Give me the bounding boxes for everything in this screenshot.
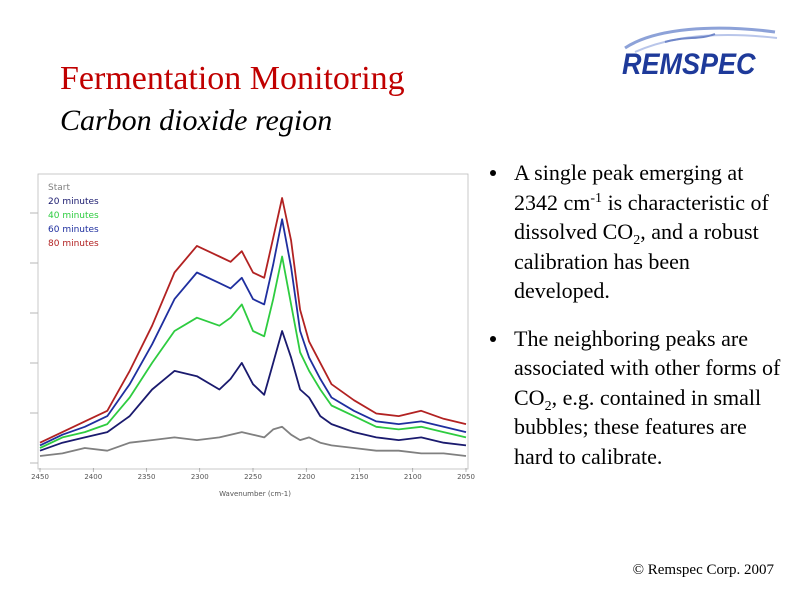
bullet-list: A single peak emerging at 2342 cm-1 is c… <box>485 158 785 489</box>
series-line-3 <box>39 218 467 447</box>
series-line-1 <box>39 330 467 452</box>
x-tick-label: 2300 <box>191 473 209 481</box>
series-line-4 <box>39 197 467 444</box>
legend-entry-1: 20 minutes <box>48 197 99 207</box>
legend-entry-3: 60 minutes <box>48 225 99 235</box>
series-line-2 <box>39 255 467 449</box>
x-tick-label: 2150 <box>351 473 369 481</box>
x-axis-ticks: 2450 2400 2350 2300 2250 2200 2150 2100 2050 <box>31 468 475 481</box>
x-tick-label: 2050 <box>457 473 475 481</box>
series-line-0 <box>39 425 467 457</box>
bullet-dot-icon <box>490 335 496 342</box>
plot-frame <box>37 173 469 470</box>
x-tick-label: 2200 <box>297 473 315 481</box>
slide-title: Fermentation Monitoring <box>60 60 405 97</box>
bullet-dot-icon <box>490 170 496 176</box>
legend-entry-0: Start <box>48 183 70 193</box>
x-tick-label: 2100 <box>404 473 422 481</box>
x-tick-label: 2450 <box>31 473 49 481</box>
x-tick-label: 2350 <box>138 473 156 481</box>
legend-entry-4: 80 minutes <box>48 239 99 249</box>
y-axis-ticks <box>30 212 38 464</box>
chart-legend: Start 20 minutes 40 minutes 60 minutes 80 mi… <box>48 183 99 249</box>
series-layer <box>39 197 467 457</box>
bullet-item: The neighboring peaks are associated wit… <box>485 324 785 472</box>
copyright-notice: © Remspec Corp. 2007 <box>632 562 774 578</box>
bullet-text: A single peak emerging at 2342 cm-1 is c… <box>514 160 769 303</box>
slide-subtitle: Carbon dioxide region <box>60 104 333 137</box>
bullet-item: A single peak emerging at 2342 cm-1 is c… <box>485 158 785 306</box>
logo-swoosh-icon <box>624 26 778 53</box>
logo-text: REMSPEC <box>622 48 756 81</box>
bullet-text: The neighboring peaks are associated wit… <box>514 325 781 469</box>
co2-spectrum-chart: Start 20 minutes 40 minutes 60 minutes 80 mi… <box>30 173 475 498</box>
x-tick-label: 2250 <box>244 473 262 481</box>
legend-entry-2: 40 minutes <box>48 211 99 221</box>
x-axis-label: Wavenumber (cm-1) <box>219 490 291 498</box>
x-tick-label: 2400 <box>84 473 102 481</box>
